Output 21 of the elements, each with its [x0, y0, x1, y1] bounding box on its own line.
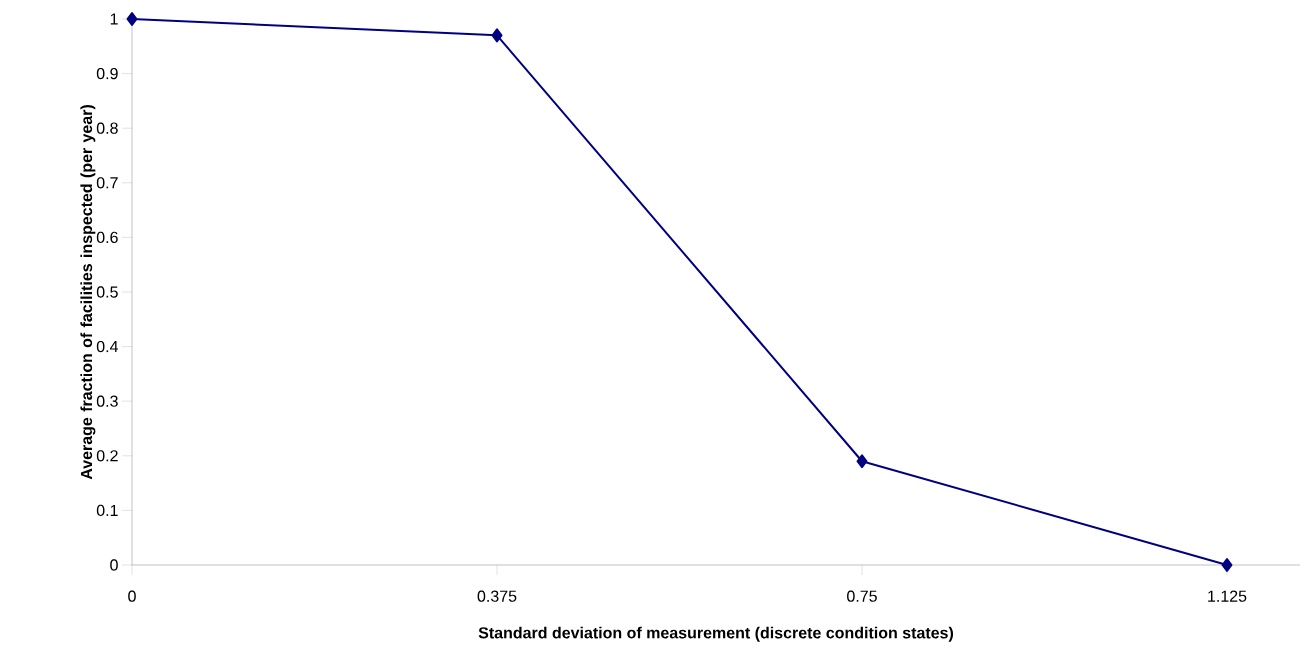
y-tick-label: 0.1: [96, 504, 118, 517]
x-tick-label: 0.375: [477, 590, 517, 602]
y-tick-label: 0.6: [96, 231, 118, 244]
y-tick-label: 0.2: [96, 450, 118, 462]
x-tick-label: 0.75: [847, 590, 877, 602]
point: [1221, 557, 1233, 572]
point: [126, 11, 138, 26]
y-tick-label: 0.3: [96, 395, 118, 407]
y-tick-label: 0.5: [96, 286, 118, 298]
y-tick-label: 0.8: [96, 122, 118, 134]
x-axis-title: Standard deviation of measurement (discrete condition states): [478, 626, 954, 642]
x-tick-label: 1.125: [1208, 590, 1247, 602]
y-tick-label: 0.4: [96, 340, 118, 353]
point: [856, 454, 868, 469]
x-tick-label: 0: [128, 590, 136, 602]
y-tick-label: 1: [110, 13, 118, 25]
point: [491, 28, 503, 43]
y-tick-label: 0.9: [96, 67, 118, 80]
y-tick-label: 0.7: [96, 177, 118, 189]
y-axis-title: Average fraction of facilities inspected (per year): [80, 105, 96, 480]
y-tick-label: 0: [110, 559, 118, 571]
